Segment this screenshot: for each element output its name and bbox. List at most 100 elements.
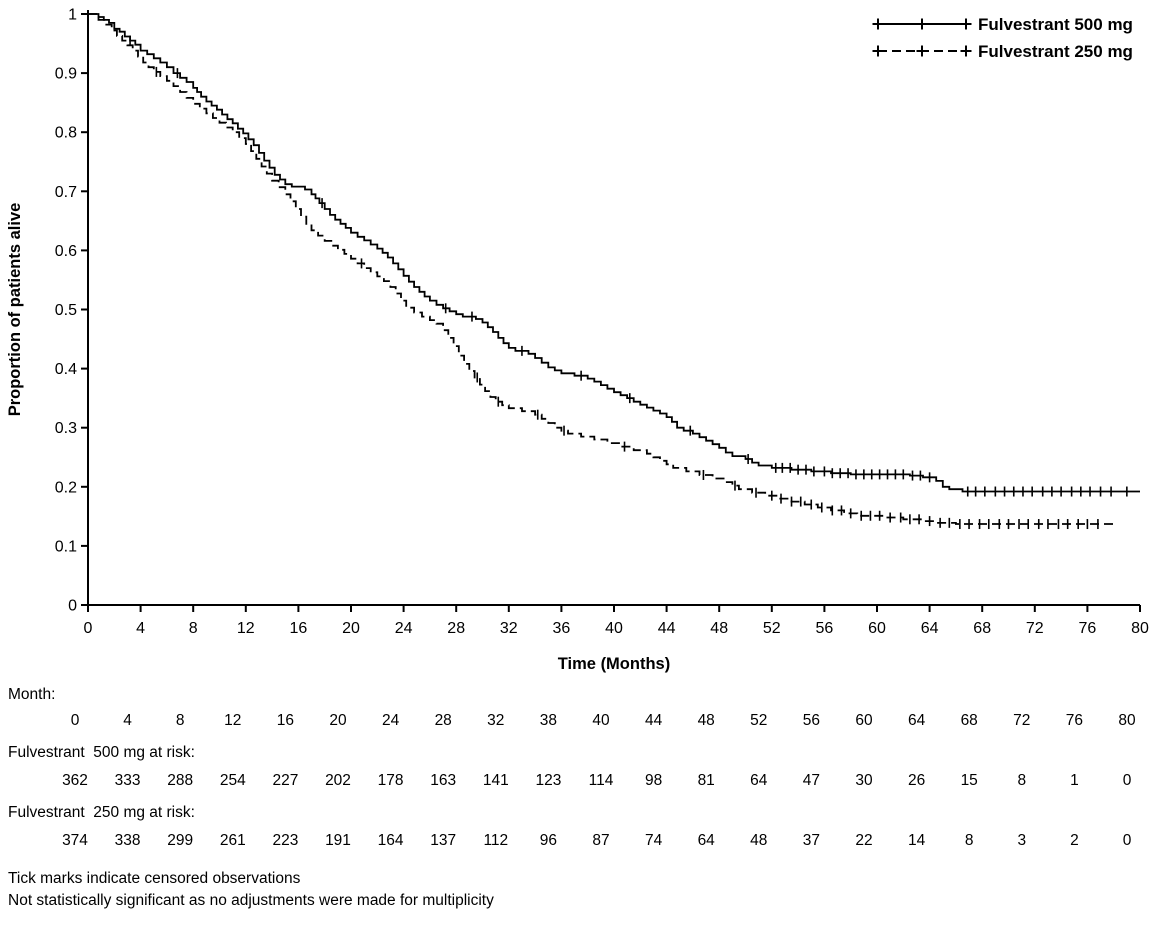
risk-value: 141 (482, 772, 509, 789)
y-tick-label: 0.7 (55, 184, 77, 201)
y-tick-label: 0.3 (55, 420, 77, 437)
x-tick-label: 76 (1079, 620, 1097, 637)
risk-value: 32 (487, 712, 505, 729)
y-tick-label: 1 (68, 7, 77, 24)
risk-value: 1 (1070, 772, 1079, 789)
y-tick-label: 0.6 (55, 243, 77, 260)
risk-value: 24 (381, 712, 400, 729)
risk-value: 8 (1017, 772, 1027, 789)
y-axis-title: Proportion of patients alive (6, 203, 24, 417)
x-tick-label: 36 (553, 620, 571, 637)
y-tick-label: 0.4 (55, 361, 77, 378)
risk-value: 81 (697, 772, 715, 789)
risk-value: 299 (167, 832, 194, 849)
risk-value: 163 (430, 772, 457, 789)
risk-value: 64 (750, 772, 768, 789)
x-tick-label: 64 (921, 620, 939, 637)
x-tick-label: 48 (710, 620, 728, 637)
risk-value: 114 (588, 772, 614, 789)
risk-500-label: Fulvestrant 500 mg at risk: (8, 744, 195, 761)
risk-value: 72 (1013, 712, 1031, 729)
risk-value: 202 (325, 772, 351, 789)
legend-label: Fulvestrant 500 mg (978, 15, 1133, 34)
risk-value: 8 (175, 712, 185, 729)
y-tick-label: 0.9 (55, 66, 77, 83)
x-tick-label: 40 (605, 620, 623, 637)
footnote-censored: Tick marks indicate censored observation… (8, 870, 301, 887)
x-tick-label: 60 (868, 620, 886, 637)
risk-value: 44 (644, 712, 663, 729)
risk-value: 40 (592, 712, 610, 729)
risk-value: 87 (592, 832, 610, 849)
risk-value: 288 (167, 772, 194, 789)
risk-500-row: 362 333 288 254 227 202 178 163 141 123 114 98 81 64 4… (0, 772, 1165, 792)
risk-value: 26 (907, 772, 926, 789)
footnote-significance: Not statistically significant as no adju… (8, 892, 494, 909)
risk-value: 98 (644, 772, 663, 789)
risk-value: 4 (123, 712, 132, 729)
x-tick-label: 0 (84, 620, 93, 637)
x-axis-title: Time (Months) (558, 655, 670, 673)
x-tick-label: 44 (658, 620, 676, 637)
risk-value: 48 (750, 832, 768, 849)
y-tick-label: 0.5 (55, 302, 77, 319)
risk-value: 22 (855, 832, 873, 849)
risk-value: 137 (430, 832, 457, 849)
risk-value: 0 (1122, 772, 1132, 789)
x-tick-label: 12 (237, 620, 255, 637)
risk-value: 178 (377, 772, 404, 789)
x-tick-label: 8 (189, 620, 198, 637)
legend-label: Fulvestrant 250 mg (978, 42, 1133, 61)
risk-value: 0 (1122, 832, 1132, 849)
x-tick-label: 68 (973, 620, 991, 637)
risk-value: 38 (539, 712, 558, 729)
risk-value: 2 (1070, 832, 1079, 849)
risk-value: 261 (219, 832, 246, 849)
risk-months-row: 0 4 8 12 16 20 24 28 32 38 40 44 48 52 56 60 64 68 72 76 80 (0, 712, 1165, 732)
risk-value: 16 (276, 712, 295, 729)
risk-value: 56 (802, 712, 821, 729)
risk-value: 374 (62, 832, 88, 849)
risk-value: 12 (224, 712, 242, 729)
risk-value: 30 (855, 772, 873, 789)
x-tick-label: 20 (342, 620, 360, 637)
y-tick-label: 0.2 (55, 479, 77, 496)
risk-value: 60 (855, 712, 873, 729)
risk-value: 112 (483, 832, 509, 849)
risk-value: 223 (272, 832, 299, 849)
x-tick-label: 32 (500, 620, 518, 637)
risk-250-row: 374 338 299 261 223 191 164 137 112 96 87 74 64 48 37 2… (0, 832, 1165, 852)
y-tick-label: 0 (68, 598, 77, 615)
x-tick-label: 24 (395, 620, 413, 637)
x-tick-label: 80 (1131, 620, 1149, 637)
risk-value: 14 (907, 832, 926, 849)
risk-value: 227 (272, 772, 299, 789)
risk-value: 52 (750, 712, 768, 729)
risk-value: 8 (964, 832, 974, 849)
risk-value: 96 (539, 832, 558, 849)
risk-value: 123 (535, 772, 562, 789)
x-tick-label: 28 (447, 620, 465, 637)
survival-curve-250mg (88, 13, 1114, 525)
risk-value: 3 (1017, 832, 1027, 849)
risk-value: 362 (62, 772, 88, 789)
risk-value: 47 (802, 772, 821, 789)
x-tick-label: 56 (816, 620, 834, 637)
risk-value: 74 (644, 832, 663, 849)
risk-value: 0 (70, 712, 80, 729)
x-tick-label: 16 (290, 620, 308, 637)
risk-value: 164 (377, 832, 404, 849)
y-tick-label: 0.8 (55, 125, 77, 142)
risk-value: 68 (960, 712, 978, 729)
risk-250-label: Fulvestrant 250 mg at risk: (8, 804, 195, 821)
x-tick-label: 52 (763, 620, 781, 637)
risk-value: 191 (325, 832, 351, 849)
survival-plot-canvas: 00.10.20.30.40.50.60.70.80.910 4 8 12 16 20 24… (6, 7, 1149, 674)
x-tick-label: 4 (136, 620, 145, 637)
risk-value: 20 (329, 712, 347, 729)
risk-value: 254 (219, 772, 246, 789)
risk-value: 48 (697, 712, 715, 729)
risk-value: 15 (960, 772, 978, 789)
risk-value: 76 (1065, 712, 1084, 729)
